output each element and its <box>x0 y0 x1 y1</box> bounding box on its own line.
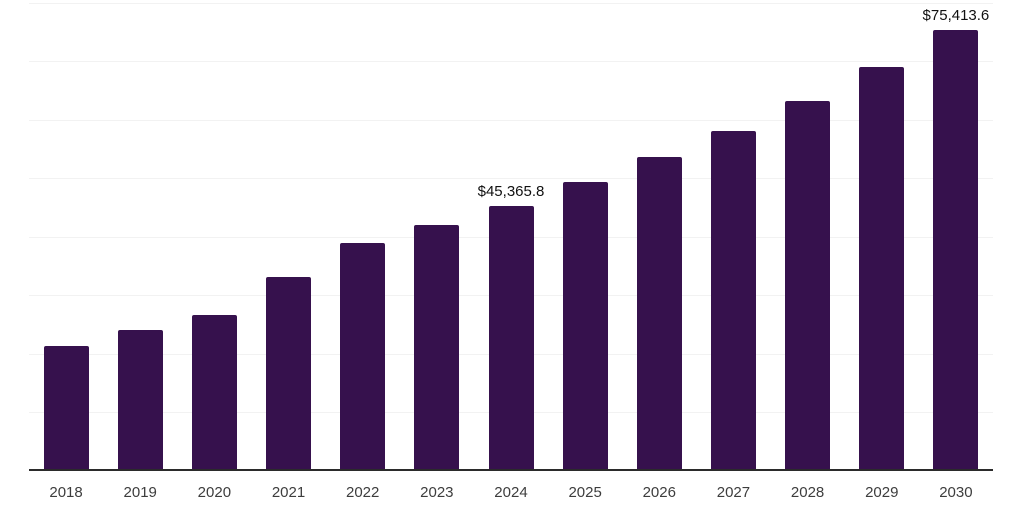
gridline-60000 <box>29 119 993 121</box>
x-tick-2027: 2027 <box>716 484 751 501</box>
x-tick-2019: 2019 <box>123 484 157 501</box>
bar-2023 <box>414 225 460 471</box>
x-axis-line <box>29 469 993 471</box>
bar-2030 <box>933 29 979 471</box>
bar-2021 <box>266 276 312 471</box>
x-tick-2024: 2024 <box>494 484 528 501</box>
data-label-2024: $45,365.8 <box>477 182 545 200</box>
x-tick-2018: 2018 <box>49 484 83 501</box>
x-tick-2026: 2026 <box>642 484 676 501</box>
bar-2022 <box>340 242 386 471</box>
bar-2028 <box>785 100 831 471</box>
gridline-80000 <box>29 2 993 4</box>
bar-2029 <box>859 66 905 471</box>
bar-2018 <box>43 346 89 471</box>
x-tick-2025: 2025 <box>568 484 602 501</box>
x-tick-2023: 2023 <box>420 484 454 501</box>
x-tick-2021: 2021 <box>271 484 306 501</box>
x-tick-2020: 2020 <box>197 484 232 501</box>
bar-2024 <box>488 205 534 471</box>
gridline-70000 <box>29 61 993 62</box>
bar-2027 <box>710 130 756 471</box>
bar-2020 <box>191 314 237 471</box>
x-tick-2030: 2030 <box>939 484 973 501</box>
bar-2025 <box>562 182 608 471</box>
gridline-50000 <box>29 178 993 179</box>
bar-2019 <box>117 329 163 471</box>
data-label-2030: $75,413.6 <box>922 6 990 24</box>
bar-2026 <box>636 157 682 471</box>
x-tick-2022: 2022 <box>345 484 380 501</box>
x-tick-2029: 2029 <box>865 484 899 501</box>
x-tick-2028: 2028 <box>790 484 825 501</box>
